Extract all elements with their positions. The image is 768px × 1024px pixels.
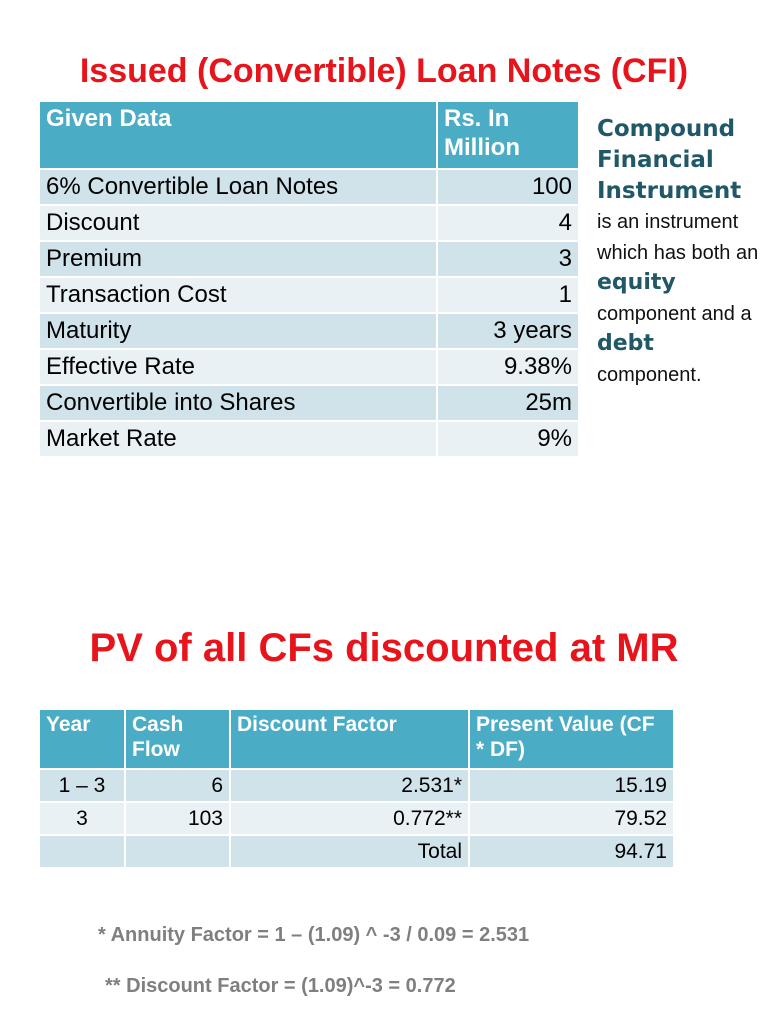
side-text: is an instrument which has both an xyxy=(597,211,759,264)
side-keyword: equity xyxy=(597,270,676,295)
cell: 15.19 xyxy=(468,768,675,803)
cell: 6 xyxy=(124,768,231,803)
cell: 9% xyxy=(436,420,580,458)
cell: Discount xyxy=(38,204,438,242)
cell: Convertible into Shares xyxy=(38,384,438,422)
cell: 6% Convertible Loan Notes xyxy=(38,168,438,206)
row: Convertible into Shares 25m xyxy=(38,384,580,422)
cell: Maturity xyxy=(38,312,438,350)
footnote: ** Discount Factor = (1.09)^-3 = 0.772 xyxy=(105,975,456,997)
row: Premium 3 xyxy=(38,240,580,278)
cell: 94.71 xyxy=(468,834,675,869)
cell: 3 xyxy=(38,801,126,836)
cell: 103 xyxy=(124,801,231,836)
side-text: component and a xyxy=(597,302,752,325)
header-cell: Year xyxy=(38,708,126,770)
header-cell: Cash Flow xyxy=(124,708,231,770)
row: 1 – 3 6 2.531* 15.19 xyxy=(38,768,675,803)
side-text: component. xyxy=(597,363,702,386)
row: 3 103 0.772** 79.52 xyxy=(38,801,675,836)
cell: Premium xyxy=(38,240,438,278)
cell: Market Rate xyxy=(38,420,438,458)
side-keyword: debt xyxy=(597,331,654,356)
cell: Transaction Cost xyxy=(38,276,438,314)
header-cell: Given Data xyxy=(38,100,438,170)
pv-table: Year Cash Flow Discount Factor Present Valu… xyxy=(38,708,675,869)
cell: 0.772** xyxy=(229,801,470,836)
cell: 100 xyxy=(436,168,580,206)
cell: 1 – 3 xyxy=(38,768,126,803)
given-data-table: Given Data Rs. In Million 6% Convertible L… xyxy=(38,100,580,458)
row: Maturity 3 years xyxy=(38,312,580,350)
title: PV of all CFs discounted at MR xyxy=(89,626,679,670)
cell: Effective Rate xyxy=(38,348,438,386)
header-cell: Rs. In Million xyxy=(436,100,580,170)
header-cell: Present Value (CF * DF) xyxy=(468,708,675,770)
cell: 3 years xyxy=(436,312,580,350)
cell: 25m xyxy=(436,384,580,422)
cell xyxy=(38,834,126,869)
cell: 3 xyxy=(436,240,580,278)
cell: 2.531* xyxy=(229,768,470,803)
row: 6% Convertible Loan Notes 100 xyxy=(38,168,580,206)
cell: 79.52 xyxy=(468,801,675,836)
cell: 9.38% xyxy=(436,348,580,386)
row: Total 94.71 xyxy=(38,834,675,869)
cell: 1 xyxy=(436,276,580,314)
side-note: Compound Financial Instrument is an inst… xyxy=(597,114,762,390)
footnote: * Annuity Factor = 1 – (1.09) ^ -3 / 0.0… xyxy=(98,924,530,946)
header-row: Year Cash Flow Discount Factor Present Valu… xyxy=(38,708,675,770)
cell: 4 xyxy=(436,204,580,242)
cell: Total xyxy=(229,834,470,869)
row: Effective Rate 9.38% xyxy=(38,348,580,386)
row: Transaction Cost 1 xyxy=(38,276,580,314)
row: Market Rate 9% xyxy=(38,420,580,458)
title: Issued (Convertible) Loan Notes (CFI) xyxy=(79,52,689,90)
header-row: Given Data Rs. In Million xyxy=(38,100,580,170)
side-heading: Compound Financial Instrument xyxy=(597,116,742,204)
cell xyxy=(124,834,231,869)
row: Discount 4 xyxy=(38,204,580,242)
header-cell: Discount Factor xyxy=(229,708,470,770)
